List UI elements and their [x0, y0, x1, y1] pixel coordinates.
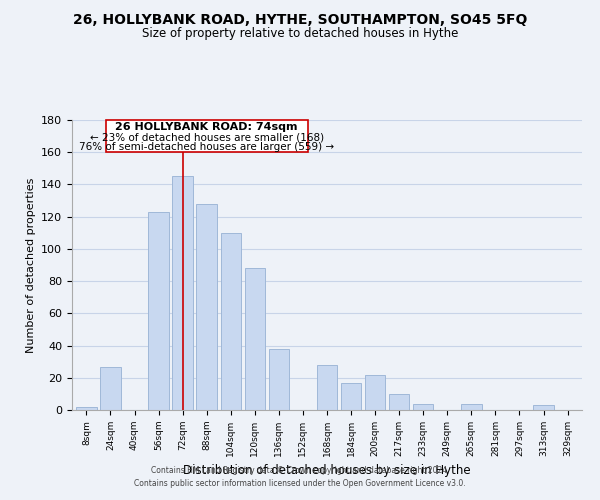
Bar — [172, 176, 193, 410]
Bar — [389, 394, 409, 410]
Text: 76% of semi-detached houses are larger (559) →: 76% of semi-detached houses are larger (… — [79, 142, 334, 152]
Text: Contains HM Land Registry data © Crown copyright and database right 2024.
Contai: Contains HM Land Registry data © Crown c… — [134, 466, 466, 487]
Bar — [245, 268, 265, 410]
Bar — [148, 212, 169, 410]
Text: Size of property relative to detached houses in Hythe: Size of property relative to detached ho… — [142, 28, 458, 40]
Text: 26 HOLLYBANK ROAD: 74sqm: 26 HOLLYBANK ROAD: 74sqm — [115, 122, 298, 132]
Bar — [196, 204, 217, 410]
Bar — [269, 349, 289, 410]
Bar — [461, 404, 482, 410]
Y-axis label: Number of detached properties: Number of detached properties — [26, 178, 35, 352]
Bar — [76, 407, 97, 410]
Bar — [533, 405, 554, 410]
Bar — [365, 374, 385, 410]
Bar — [100, 366, 121, 410]
Bar — [413, 404, 433, 410]
Text: ← 23% of detached houses are smaller (168): ← 23% of detached houses are smaller (16… — [89, 132, 324, 142]
Bar — [317, 365, 337, 410]
Bar — [221, 233, 241, 410]
Text: 26, HOLLYBANK ROAD, HYTHE, SOUTHAMPTON, SO45 5FQ: 26, HOLLYBANK ROAD, HYTHE, SOUTHAMPTON, … — [73, 12, 527, 26]
FancyBboxPatch shape — [106, 120, 308, 152]
Bar — [341, 382, 361, 410]
X-axis label: Distribution of detached houses by size in Hythe: Distribution of detached houses by size … — [183, 464, 471, 477]
